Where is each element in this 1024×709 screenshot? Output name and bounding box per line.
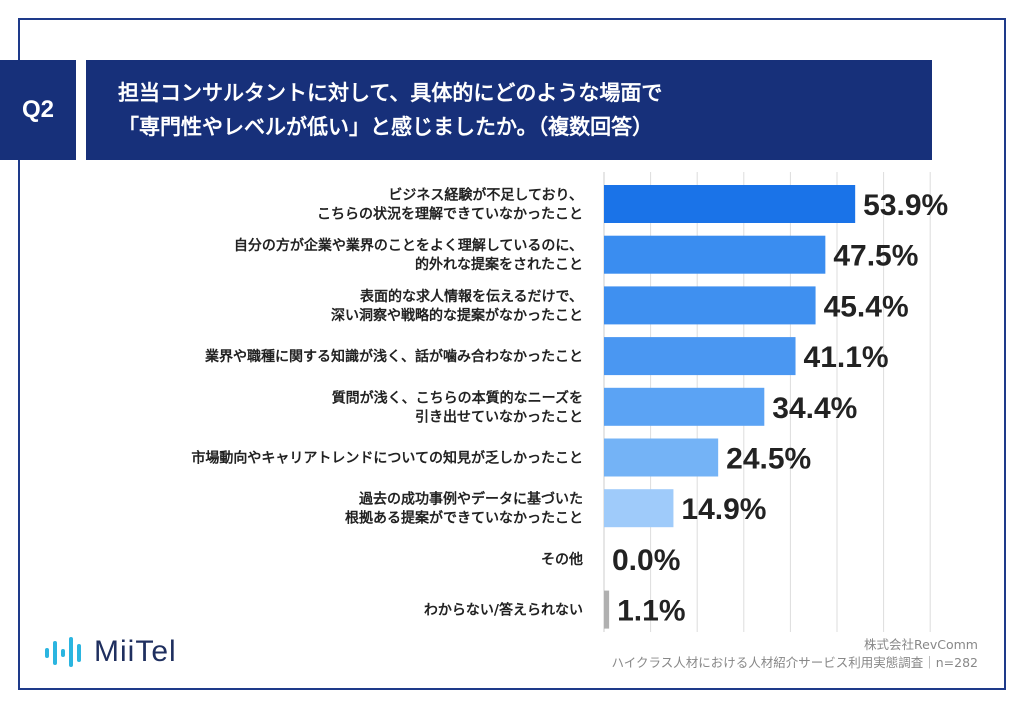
value-label: 41.1% [804,341,889,374]
logo-text: MiiTel [94,635,177,668]
bar [604,387,765,426]
category-label: その他 [541,551,583,568]
category-label: わからない/答えられない [424,602,583,619]
category-label: こちらの状況を理解できていなかったこと [317,206,583,223]
bar [604,235,826,274]
category-label: 表面的な求人情報を伝えるだけで、 [359,288,583,305]
source-company: 株式会社RevComm [864,637,978,652]
category-label: 自分の方が企業や業界のことをよく理解しているのに、 [234,237,583,254]
value-label: 45.4% [824,290,909,323]
value-label: 24.5% [726,443,811,476]
category-label: 深い洞察や戦略的な提案がなかったこと [331,307,583,324]
question-badge: Q2 [0,60,76,160]
category-label: 的外れな提案をされたこと [415,256,583,273]
value-label: 53.9% [863,189,948,222]
value-label: 1.1% [617,595,685,628]
bar [604,337,796,376]
category-label: 市場動向やキャリアトレンドについての知見が乏しかったこと [191,450,583,467]
bar [604,185,856,223]
bar [604,489,674,528]
sound-wave-icon [45,637,81,667]
bars [604,185,856,629]
value-label: 34.4% [772,392,857,425]
question-title-line1: 担当コンサルタントに対して、具体的にどのような場面で [118,81,663,105]
question-title: 担当コンサルタントに対して、具体的にどのような場面で 「専門性やレベルが低い」と… [86,60,932,160]
value-label: 47.5% [833,240,918,273]
value-label: 14.9% [681,493,766,526]
category-label: 引き出せていなかったこと [415,408,583,425]
category-label: ビジネス経験が不足しており、 [388,187,583,204]
category-label: 根拠ある提案ができていなかったこと [345,510,583,527]
category-label: 過去の成功事例やデータに基づいた [358,491,583,508]
bar [604,286,816,325]
question-title-line2: 「専門性やレベルが低い」と感じましたか。（複数回答） [118,115,654,139]
bar [604,590,610,629]
source-note: 株式会社RevComm ハイクラス人材における人材紹介サービス利用実態調査｜n=… [611,636,978,672]
miitel-logo: MiiTel [44,632,177,672]
source-survey: ハイクラス人材における人材紹介サービス利用実態調査｜n=282 [611,655,978,670]
category-label: 業界や職種に関する知識が浅く、話が噛み合わなかったこと [204,348,583,365]
bar [604,438,719,477]
value-label: 0.0% [612,544,680,577]
labels: 53.9% ビジネス経験が不足しており、こちらの状況を理解できていなかったこと 47… [191,187,948,628]
category-label: 質問が浅く、こちらの本質的なニーズを [332,389,583,406]
